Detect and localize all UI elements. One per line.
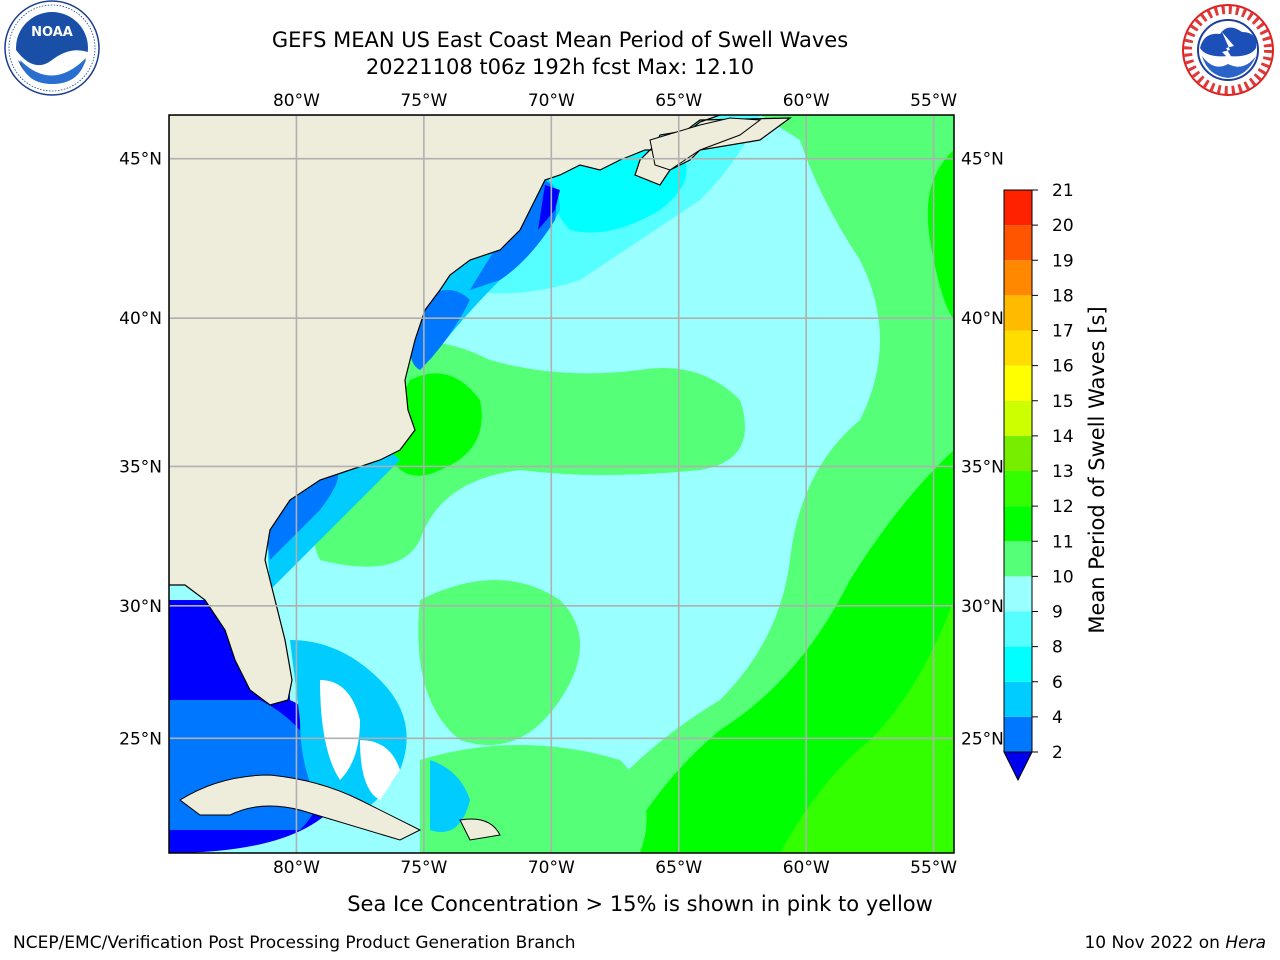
lat-label-left: 40°N — [119, 309, 162, 329]
lon-label-bottom: 65°W — [655, 858, 702, 878]
national-weather-service-logo — [1182, 4, 1274, 96]
colorbar-extend-arrow — [1003, 751, 1033, 782]
axis-labels: 80°W 80°W 75°W 75°W 70°W 70°W 65°W 65°W 60°W 60°W… — [119, 91, 1004, 878]
svg-text:NOAA: NOAA — [31, 25, 73, 40]
lat-label-left: 30°N — [119, 597, 162, 617]
colorbar-segment — [1004, 716, 1032, 752]
colorbar-segment — [1004, 330, 1032, 366]
colorbar-tick-label: 16 — [1052, 357, 1074, 377]
colorbar-segment — [1004, 471, 1032, 507]
colorbar-segment — [1004, 225, 1032, 261]
lon-label-bottom: 70°W — [528, 858, 575, 878]
colorbar-tick-label: 9 — [1052, 603, 1063, 623]
lon-label-top: 70°W — [528, 91, 575, 111]
lat-label-right: 25°N — [961, 729, 1004, 749]
lat-label-right: 45°N — [961, 150, 1004, 170]
graticule — [169, 115, 954, 853]
chart-subtitle: 20221108 t06z 192h fcst Max: 12.10 — [365, 55, 755, 79]
lon-label-bottom: 60°W — [783, 858, 830, 878]
noaa-logo: NOAA — [4, 0, 100, 96]
date-line: 10 Nov 2022 on Hera — [1084, 931, 1266, 955]
colorbar-tick-label: 6 — [1052, 673, 1063, 693]
colorbar-segment — [1004, 190, 1032, 226]
colorbar-tick-label: 12 — [1052, 497, 1074, 517]
colorbar-segment — [1004, 541, 1032, 577]
lon-label-top: 55°W — [910, 91, 957, 111]
colorbar-segment — [1004, 506, 1032, 542]
colorbar-tick-label: 20 — [1052, 216, 1074, 236]
colorbar-tick-label: 18 — [1052, 286, 1074, 306]
lon-label-top: 80°W — [273, 91, 320, 111]
colorbar-segment — [1004, 611, 1032, 647]
lat-label-left: 35°N — [119, 457, 162, 477]
lat-label-right: 30°N — [961, 597, 1004, 617]
colorbar-segment — [1004, 295, 1032, 331]
credit-line: NCEP/EMC/Verification Post Processing Pr… — [13, 933, 576, 953]
colorbar-tick-label: 2 — [1052, 743, 1063, 763]
colorbar-segment — [1004, 646, 1032, 682]
colorbar-tick-label: 8 — [1052, 638, 1063, 658]
colorbar-tick-label: 17 — [1052, 322, 1074, 342]
colorbar-segment — [1004, 681, 1032, 717]
lat-label-right: 40°N — [961, 309, 1004, 329]
lat-label-left: 25°N — [119, 729, 162, 749]
colorbar: 2 4 6 8 9 10 11 12 13 14 15 16 17 18 19 20 21 — [1003, 181, 1074, 782]
colorbar-tick-label: 14 — [1052, 427, 1074, 447]
colorbar-tick-label: 11 — [1052, 532, 1074, 552]
chart-title: GEFS MEAN US East Coast Mean Period of S… — [271, 28, 849, 52]
colorbar-tick-label: 19 — [1052, 251, 1074, 271]
lon-label-bottom: 75°W — [400, 858, 447, 878]
sea-ice-note: Sea Ice Concentration > 15% is shown in … — [347, 892, 933, 916]
colorbar-tick-label: 4 — [1052, 708, 1063, 728]
colorbar-tick-label: 10 — [1052, 567, 1074, 587]
lat-label-right: 35°N — [961, 457, 1004, 477]
colorbar-tick-label: 13 — [1052, 462, 1074, 482]
map-frame — [168, 114, 955, 854]
lon-label-top: 65°W — [655, 91, 702, 111]
lat-label-left: 45°N — [119, 150, 162, 170]
colorbar-segment — [1004, 365, 1032, 401]
colorbar-segment — [1004, 260, 1032, 296]
colorbar-segment — [1004, 435, 1032, 471]
colorbar-segment — [1004, 400, 1032, 436]
colorbar-segment — [1004, 576, 1032, 612]
host-name: Hera — [1225, 933, 1266, 953]
colorbar-label: Mean Period of Swell Waves [s] — [1085, 306, 1109, 634]
lon-label-top: 60°W — [783, 91, 830, 111]
colorbar-tick-label: 15 — [1052, 392, 1074, 412]
date-text: 10 Nov 2022 on — [1084, 933, 1226, 953]
lon-label-bottom: 55°W — [910, 858, 957, 878]
land-masses — [169, 115, 792, 841]
lon-label-bottom: 80°W — [273, 858, 320, 878]
colorbar-tick-label: 21 — [1052, 181, 1074, 201]
lon-label-top: 75°W — [400, 91, 447, 111]
